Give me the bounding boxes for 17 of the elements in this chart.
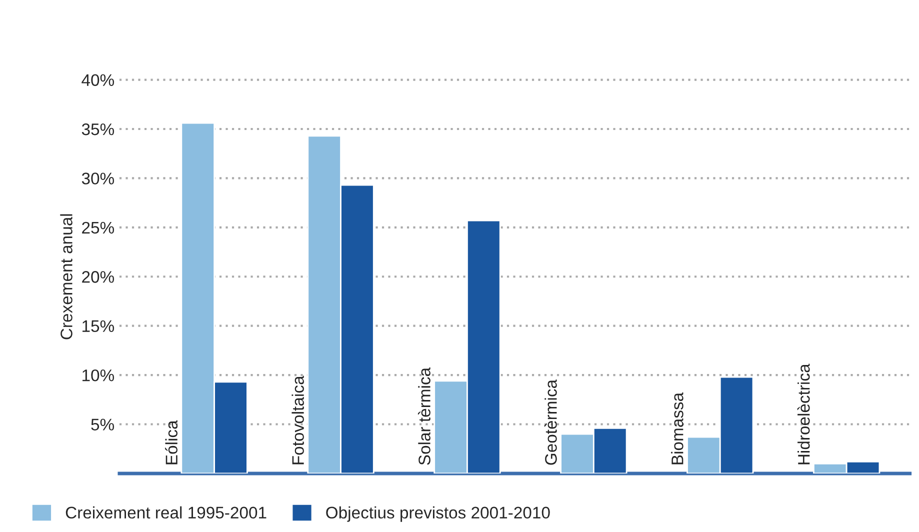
- legend-label: Creixement real 1995-2001: [66, 506, 266, 519]
- y-tick-label: 5%: [91, 418, 114, 430]
- x-tick-label: Solar tèrmica: [418, 367, 430, 465]
- y-tick-label: 25%: [82, 222, 114, 234]
- x-tick-label: Eólica: [165, 420, 178, 464]
- y-axis-title: Crexement anual: [60, 214, 72, 340]
- y-tick-label: 40%: [82, 74, 114, 86]
- x-tick-label: Fotovoltaica: [292, 376, 304, 464]
- x-tick-label: Hidroelèctrica: [797, 364, 810, 464]
- legend-label: Objectius previstos 2001-2010: [326, 506, 550, 522]
- y-tick-label: 20%: [82, 271, 114, 283]
- y-tick-label: 30%: [82, 172, 114, 184]
- y-tick-label: 15%: [82, 320, 114, 332]
- x-tick-label: Biomassa: [671, 392, 684, 464]
- y-tick-label: 35%: [82, 123, 114, 136]
- x-tick-label: Geotèrmica: [544, 379, 557, 465]
- y-tick-label: 10%: [82, 369, 114, 382]
